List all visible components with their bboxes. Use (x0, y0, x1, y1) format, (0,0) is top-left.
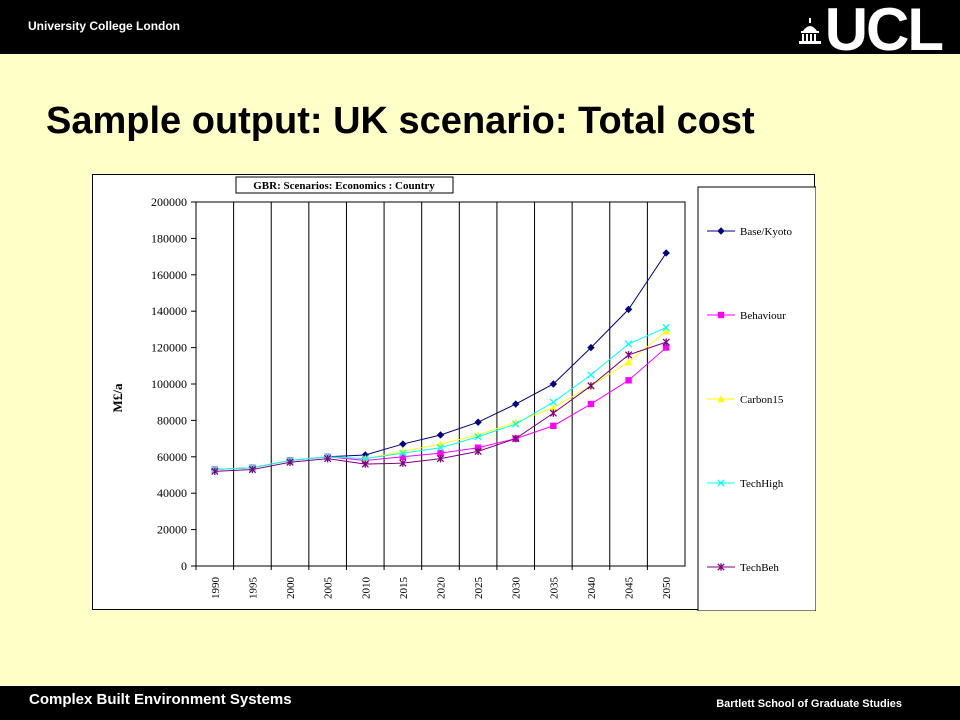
y-tick-label: 40000 (157, 486, 187, 500)
legend-label: Base/Kyoto (740, 226, 792, 238)
data-point (624, 340, 633, 348)
data-point (662, 249, 670, 257)
legend-marker (717, 395, 725, 403)
legend-marker (717, 479, 725, 487)
data-point (550, 422, 557, 430)
footer-department: Complex Built Environment Systems (29, 691, 292, 708)
footer-school: Bartlett School of Graduate Studies (716, 698, 902, 710)
data-point (512, 418, 520, 426)
data-point (399, 449, 407, 457)
legend-label: TechBeh (740, 562, 779, 574)
plot-area (195, 201, 686, 567)
total-cost-chart: 0 20000 40000 60000 80000 100000 120000 140000 1… (110, 176, 816, 611)
x-tick-label: 2020 (436, 577, 448, 600)
data-point (625, 377, 632, 384)
legend-marker (717, 227, 725, 235)
y-tick-label: 100000 (151, 377, 187, 391)
data-point (248, 465, 257, 474)
data-point (587, 382, 595, 390)
x-tick-label: 1990 (210, 577, 222, 600)
data-point (587, 371, 595, 379)
slide-title: Sample output: UK scenario: Total cost (46, 100, 755, 142)
chart-frame: 0 20000 40000 60000 80000 100000 120000 140000 1… (92, 174, 816, 611)
data-point (662, 344, 670, 351)
y-tick-label: 120000 (151, 341, 187, 355)
data-point (512, 400, 520, 408)
series-line-carbon15 (214, 330, 667, 471)
legend-label: TechHigh (740, 478, 784, 490)
data-point (436, 454, 445, 463)
x-tick-label: 2015 (398, 577, 410, 600)
x-tick-label: 2040 (586, 577, 598, 600)
y-axis-label: M£/a (110, 383, 125, 412)
y-tick-label: 60000 (157, 450, 187, 464)
data-point (474, 447, 482, 456)
legend-label: Carbon15 (740, 394, 784, 406)
legend-marker (717, 563, 725, 571)
data-point (549, 398, 558, 406)
data-point (662, 338, 670, 346)
x-tick-label: 2005 (323, 577, 335, 600)
y-tick-label: 80000 (157, 413, 187, 427)
x-tick-label: 2030 (511, 577, 523, 600)
data-point (361, 460, 369, 468)
data-point (399, 459, 407, 467)
x-tick-label: 2025 (473, 577, 485, 600)
data-point (512, 434, 520, 443)
data-point (512, 420, 520, 428)
data-point (436, 431, 445, 439)
x-tick-label: 2035 (548, 577, 560, 600)
data-point (474, 418, 482, 426)
data-point (549, 403, 558, 411)
institution-name: University College London (28, 19, 181, 33)
data-point (549, 409, 558, 417)
y-tick-label: 180000 (151, 231, 187, 245)
x-tick-label: 2045 (624, 577, 636, 600)
y-tick-label: 20000 (157, 523, 187, 537)
data-point (436, 444, 445, 452)
y-tick-label: 140000 (151, 304, 187, 318)
ucl-logo: UCL (797, 0, 944, 63)
x-tick-label: 1995 (247, 577, 259, 600)
portico-dome-icon (798, 18, 821, 44)
legend-marker (717, 311, 725, 319)
data-point (323, 454, 332, 463)
data-point (437, 449, 444, 457)
data-point (624, 305, 633, 314)
data-point (399, 453, 407, 460)
header-bar: University College London UCL (0, 0, 960, 63)
y-tick-label: 0 (181, 559, 187, 573)
ucl-wordmark: UCL (824, 0, 944, 63)
data-point (399, 440, 407, 448)
chart-title: GBR: Scenarios: Economics : Country (253, 180, 435, 192)
chart-title-box (235, 176, 454, 194)
y-tick-label: 160000 (151, 268, 187, 282)
data-point (587, 343, 595, 352)
legend-label: Behaviour (740, 310, 786, 322)
x-tick-label: 2000 (285, 577, 297, 600)
data-point (587, 400, 595, 408)
data-point (286, 458, 294, 466)
x-tick-label: 2010 (360, 577, 372, 600)
x-tick-label: 2050 (661, 577, 673, 600)
data-point (624, 358, 633, 366)
data-point (624, 351, 633, 359)
data-point (211, 467, 219, 476)
data-point (662, 323, 670, 332)
data-point (474, 433, 482, 441)
data-point (361, 454, 369, 463)
data-point (662, 327, 670, 335)
y-tick-label: 200000 (151, 195, 187, 209)
footer-bar: Complex Built Environment Systems Bartle… (0, 686, 960, 720)
